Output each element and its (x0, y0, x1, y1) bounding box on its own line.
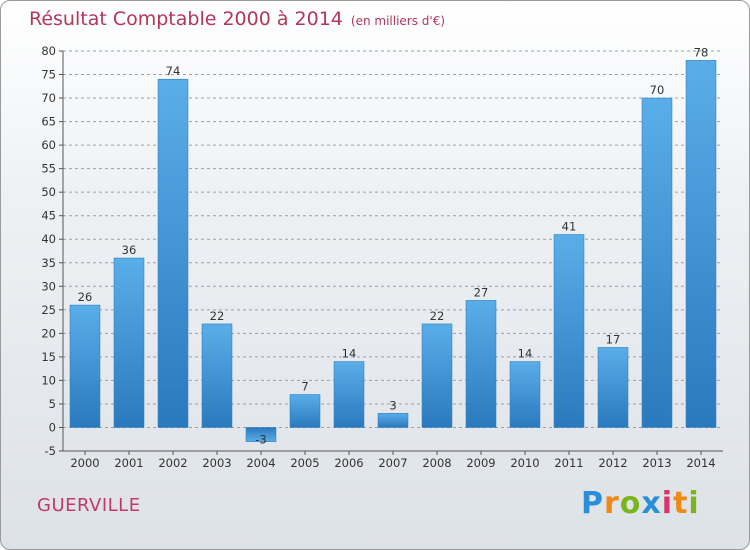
y-tick-label: 80 (41, 44, 56, 58)
x-tick-label: 2010 (510, 456, 539, 470)
y-tick-label: 55 (41, 162, 56, 176)
x-tick-label: 2009 (466, 456, 495, 470)
x-tick-label: 2002 (158, 456, 187, 470)
bar-layer: 26 36 74 22 -3 7 14 3 22 27 14 41 17 70 78 (69, 45, 717, 447)
data-label: 70 (650, 83, 665, 97)
logo-letter: t (673, 486, 689, 521)
data-label: 78 (694, 45, 709, 59)
x-tick-label: 2006 (334, 456, 363, 470)
logo-letter: x (641, 486, 662, 521)
y-tick-label: 40 (41, 232, 56, 246)
x-tick-label: 2000 (70, 456, 99, 470)
bar (113, 257, 145, 428)
y-tick-label: 70 (41, 91, 56, 105)
logo-letter: i (688, 486, 700, 521)
bar (333, 361, 365, 428)
y-tick-label: 45 (41, 209, 56, 223)
x-tick-label: 2004 (246, 456, 275, 470)
y-tick-label: 5 (49, 397, 56, 411)
y-tick-label: 50 (41, 185, 56, 199)
bar (465, 300, 497, 428)
bar (201, 323, 233, 428)
bar (421, 323, 453, 428)
axis-layer: -5 0 5 10 15 20 25 30 35 40 45 50 55 60 65 70 75 80 2000 20… (41, 44, 723, 470)
location-label: GUERVILLE (37, 495, 141, 516)
data-label: 22 (210, 309, 225, 323)
y-tick-label: 25 (41, 303, 56, 317)
data-label: 7 (301, 380, 308, 394)
x-tick-label: 2013 (642, 456, 671, 470)
y-tick-label: 60 (41, 138, 56, 152)
bar (377, 413, 409, 428)
bar (69, 304, 101, 428)
x-tick-label: 2007 (378, 456, 407, 470)
data-label: 74 (166, 64, 181, 78)
bar (597, 347, 629, 428)
data-label: 3 (389, 398, 396, 412)
y-tick-label: 75 (41, 68, 56, 82)
x-tick-label: 2008 (422, 456, 451, 470)
chart-subtitle: (en milliers d'€) (350, 14, 446, 28)
data-label: 36 (122, 243, 137, 257)
chart-title-text: Résultat Comptable 2000 à 2014 (29, 8, 343, 30)
logo-letter: o (619, 486, 642, 521)
y-tick-label: 10 (41, 373, 56, 387)
y-tick-label: 30 (41, 279, 56, 293)
logo-letter: P (581, 486, 604, 521)
logo-letter: i (661, 486, 674, 521)
y-tick-label: 35 (41, 256, 56, 270)
y-tick-label: -5 (45, 444, 56, 458)
chart-title: Résultat Comptable 2000 à 2014 (en millie… (29, 8, 445, 30)
y-tick-label: 65 (41, 115, 56, 129)
data-label: 41 (562, 220, 577, 234)
y-tick-label: 20 (41, 326, 56, 340)
data-label: 22 (430, 309, 445, 323)
bar (157, 78, 189, 428)
bar (509, 361, 541, 428)
data-label: 17 (606, 332, 621, 346)
y-tick-label: 0 (49, 420, 56, 434)
x-tick-label: 2014 (686, 456, 715, 470)
x-tick-label: 2001 (114, 456, 143, 470)
bar (553, 234, 585, 428)
x-tick-label: 2012 (598, 456, 627, 470)
bar (289, 394, 321, 428)
data-label: -3 (255, 433, 266, 447)
x-tick-label: 2011 (554, 456, 583, 470)
logo-letter: r (604, 486, 620, 521)
data-label: 26 (78, 290, 93, 304)
bar (685, 60, 717, 428)
bar (641, 97, 673, 428)
data-label: 27 (474, 285, 489, 299)
data-label: 14 (518, 347, 533, 361)
y-tick-label: 15 (41, 350, 56, 364)
bar (245, 427, 277, 442)
x-tick-label: 2005 (290, 456, 319, 470)
data-label: 14 (342, 347, 357, 361)
proxiti-logo: Proxiti (581, 486, 700, 521)
x-tick-label: 2003 (202, 456, 231, 470)
